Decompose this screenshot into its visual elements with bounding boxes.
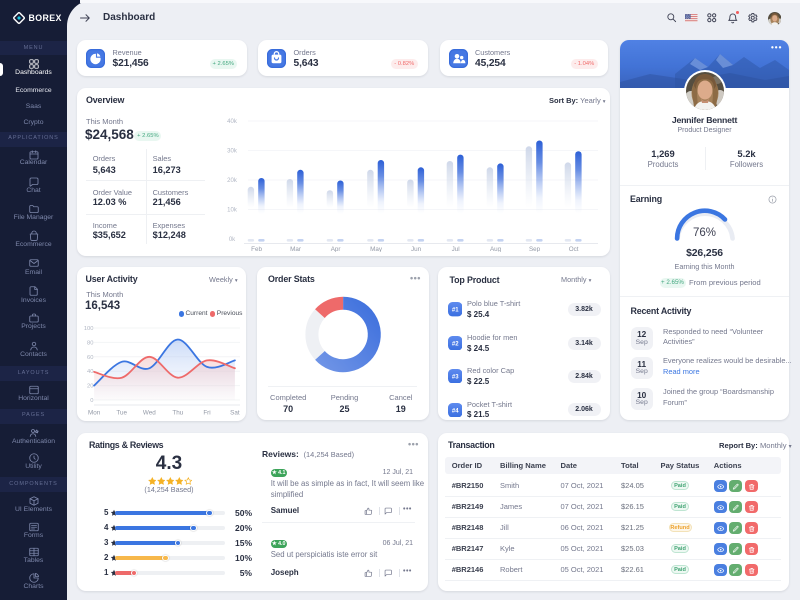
svg-text:#1: #1 xyxy=(451,308,458,314)
svg-text:Aug: Aug xyxy=(490,246,502,252)
svg-text:10k: 10k xyxy=(227,208,238,214)
svg-text:Thu: Thu xyxy=(172,410,183,417)
svg-text:0: 0 xyxy=(90,398,93,404)
svg-text:Feb: Feb xyxy=(251,246,262,252)
svg-text:30k: 30k xyxy=(227,149,238,155)
svg-text:#3: #3 xyxy=(451,375,458,381)
svg-text:Apr: Apr xyxy=(331,246,341,252)
svg-text:Sep: Sep xyxy=(529,246,541,252)
svg-text:Fri: Fri xyxy=(203,410,210,417)
svg-text:Mon: Mon xyxy=(88,410,101,417)
svg-text:20k: 20k xyxy=(227,178,238,184)
svg-text:Wed: Wed xyxy=(143,410,156,417)
svg-text:Jun: Jun xyxy=(411,246,422,252)
svg-text:#4: #4 xyxy=(451,408,458,414)
svg-text:20: 20 xyxy=(87,384,93,390)
svg-text:0k: 0k xyxy=(229,237,236,243)
svg-text:80: 80 xyxy=(87,340,93,346)
svg-text:May: May xyxy=(370,246,383,252)
svg-text:100: 100 xyxy=(84,326,94,332)
svg-text:Sat: Sat xyxy=(230,410,240,417)
svg-text:60: 60 xyxy=(87,355,93,361)
svg-text:Tue: Tue xyxy=(116,410,127,417)
svg-text:40: 40 xyxy=(87,369,93,375)
svg-text:40k: 40k xyxy=(227,119,238,125)
svg-text:Oct: Oct xyxy=(569,246,579,252)
svg-text:#2: #2 xyxy=(451,341,458,347)
svg-text:Mar: Mar xyxy=(290,246,301,252)
svg-text:Jul: Jul xyxy=(452,246,460,252)
